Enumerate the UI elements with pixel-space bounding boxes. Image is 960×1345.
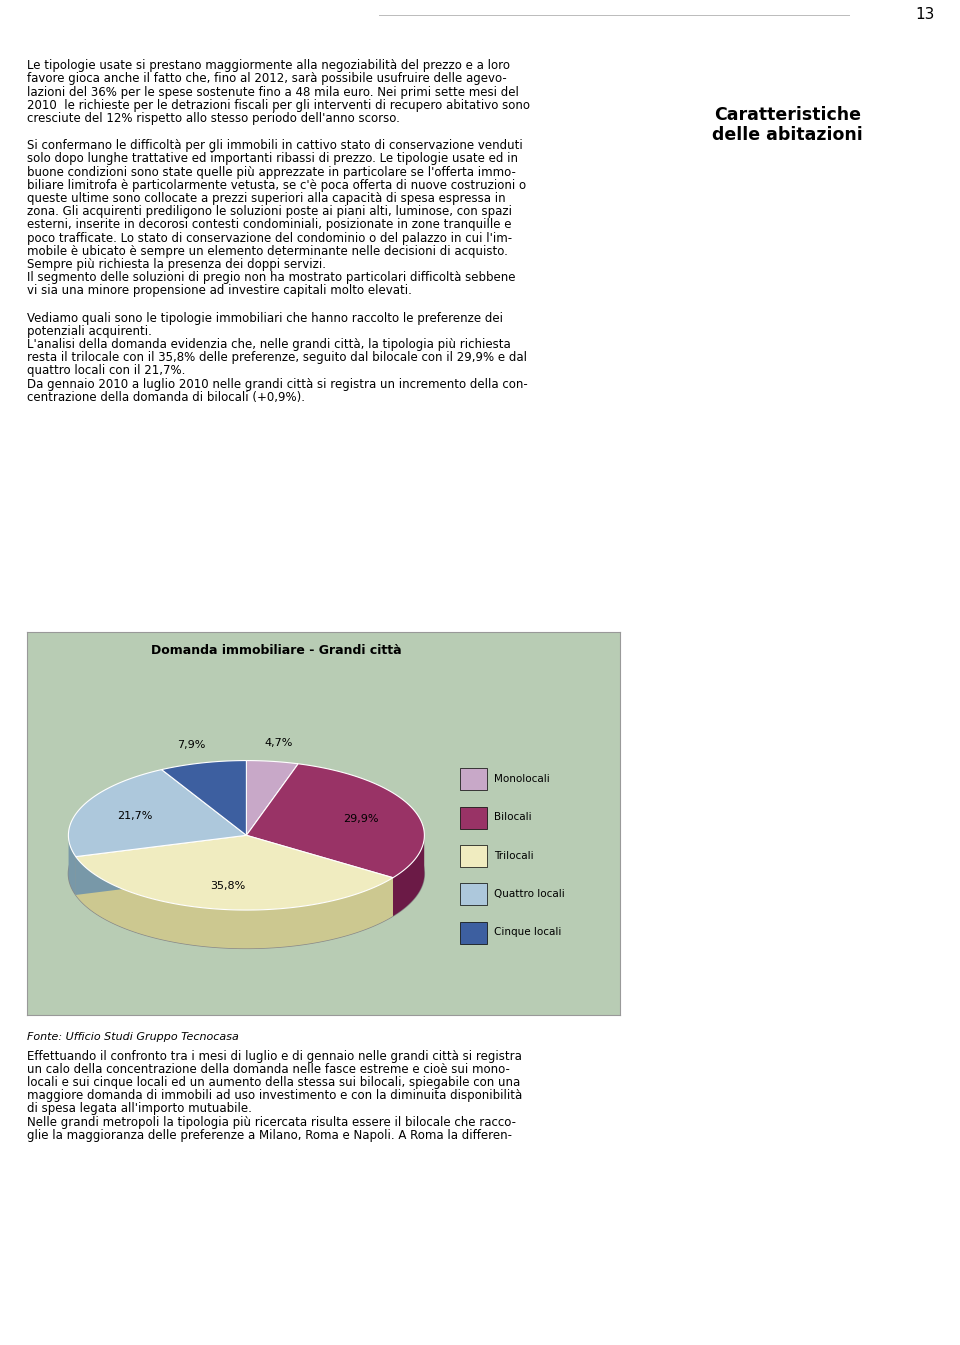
Text: Casa Trend: Casa Trend xyxy=(10,8,83,22)
Polygon shape xyxy=(247,760,299,835)
Text: Bilocali: Bilocali xyxy=(494,812,532,822)
Polygon shape xyxy=(247,835,393,916)
Text: zona. Gli acquirenti prediligono le soluzioni poste ai piani alti, luminose, con: zona. Gli acquirenti prediligono le solu… xyxy=(27,206,512,218)
Text: Monolocali: Monolocali xyxy=(494,773,550,784)
Text: vi sia una minore propensione ad investire capitali molto elevati.: vi sia una minore propensione ad investi… xyxy=(27,284,412,297)
Text: resta il trilocale con il 35,8% delle preferenze, seguito dal bilocale con il 29: resta il trilocale con il 35,8% delle pr… xyxy=(27,351,527,364)
Text: cresciute del 12% rispetto allo stesso periodo dell'anno scorso.: cresciute del 12% rispetto allo stesso p… xyxy=(27,112,399,125)
Text: glie la maggioranza delle preferenze a Milano, Roma e Napoli. A Roma la differen: glie la maggioranza delle preferenze a M… xyxy=(27,1128,512,1142)
Polygon shape xyxy=(76,857,393,948)
Text: centrazione della domanda di bilocali (+0,9%).: centrazione della domanda di bilocali (+… xyxy=(27,391,305,404)
Polygon shape xyxy=(68,833,76,894)
Text: 2010  le richieste per le detrazioni fiscali per gli interventi di recupero abit: 2010 le richieste per le detrazioni fisc… xyxy=(27,98,530,112)
Polygon shape xyxy=(76,835,247,894)
Text: 35,8%: 35,8% xyxy=(210,881,245,890)
Text: 21,7%: 21,7% xyxy=(117,811,153,820)
Text: lazioni del 36% per le spese sostenute fino a 48 mila euro. Nei primi sette mesi: lazioni del 36% per le spese sostenute f… xyxy=(27,86,518,98)
Text: Nelle grandi metropoli la tipologia più ricercata risulta essere il bilocale che: Nelle grandi metropoli la tipologia più … xyxy=(27,1115,516,1128)
Text: favore gioca anche il fatto che, fino al 2012, sarà possibile usufruire delle ag: favore gioca anche il fatto che, fino al… xyxy=(27,73,507,85)
Text: biliare limitrofa è particolarmente vetusta, se c'è poca offerta di nuove costru: biliare limitrofa è particolarmente vetu… xyxy=(27,179,526,192)
Polygon shape xyxy=(161,760,247,835)
Text: Effettuando il confronto tra i mesi di luglio e di gennaio nelle grandi città si: Effettuando il confronto tra i mesi di l… xyxy=(27,1049,521,1063)
Bar xyxy=(460,807,487,829)
Text: Domanda immobiliare - Grandi città: Domanda immobiliare - Grandi città xyxy=(151,644,401,656)
Bar xyxy=(460,768,487,791)
Text: 7,9%: 7,9% xyxy=(178,740,206,749)
Text: un calo della concentrazione della domanda nelle fasce estreme e cioè sui mono-: un calo della concentrazione della doman… xyxy=(27,1063,510,1076)
Polygon shape xyxy=(68,799,424,948)
Text: quattro locali con il 21,7%.: quattro locali con il 21,7%. xyxy=(27,364,185,378)
Polygon shape xyxy=(68,769,247,857)
Polygon shape xyxy=(247,835,393,916)
Text: Da gennaio 2010 a luglio 2010 nelle grandi città si registra un incremento della: Da gennaio 2010 a luglio 2010 nelle gran… xyxy=(27,378,528,390)
Text: locali e sui cinque locali ed un aumento della stessa sui bilocali, spiegabile c: locali e sui cinque locali ed un aumento… xyxy=(27,1076,520,1089)
Polygon shape xyxy=(393,833,424,916)
Text: esterni, inserite in decorosi contesti condominiali, posizionate in zone tranqui: esterni, inserite in decorosi contesti c… xyxy=(27,218,512,231)
Text: Vediamo quali sono le tipologie immobiliari che hanno raccolto le preferenze dei: Vediamo quali sono le tipologie immobili… xyxy=(27,312,503,324)
Text: Le tipologie usate si prestano maggiormente alla negoziabilità del prezzo e a lo: Le tipologie usate si prestano maggiorme… xyxy=(27,59,510,73)
Bar xyxy=(460,884,487,905)
Text: buone condizioni sono state quelle più apprezzate in particolare se l'offerta im: buone condizioni sono state quelle più a… xyxy=(27,165,516,179)
Text: 29,9%: 29,9% xyxy=(343,814,378,823)
Text: poco trafficate. Lo stato di conservazione del condominio o del palazzo in cui l: poco trafficate. Lo stato di conservazio… xyxy=(27,231,512,245)
Text: Si confermano le difficoltà per gli immobili in cattivo stato di conservazione v: Si confermano le difficoltà per gli immo… xyxy=(27,139,522,152)
Text: potenziali acquirenti.: potenziali acquirenti. xyxy=(27,324,152,338)
Text: di spesa legata all'importo mutuabile.: di spesa legata all'importo mutuabile. xyxy=(27,1103,252,1115)
Text: Fonte: Ufficio Studi Gruppo Tecnocasa: Fonte: Ufficio Studi Gruppo Tecnocasa xyxy=(27,1032,239,1041)
Text: Quattro locali: Quattro locali xyxy=(494,889,565,898)
Text: Trilocali: Trilocali xyxy=(494,850,534,861)
Polygon shape xyxy=(76,835,247,894)
Text: Sempre più richiesta la presenza dei doppi servizi.: Sempre più richiesta la presenza dei dop… xyxy=(27,258,325,270)
Text: queste ultime sono collocate a prezzi superiori alla capacità di spesa espressa : queste ultime sono collocate a prezzi su… xyxy=(27,192,506,204)
Text: Il segmento delle soluzioni di pregio non ha mostrato particolari difficoltà seb: Il segmento delle soluzioni di pregio no… xyxy=(27,272,516,284)
Text: solo dopo lunghe trattative ed importanti ribassi di prezzo. Le tipologie usate : solo dopo lunghe trattative ed important… xyxy=(27,152,517,165)
Text: L'analisi della domanda evidenzia che, nelle grandi città, la tipologia più rich: L'analisi della domanda evidenzia che, n… xyxy=(27,338,511,351)
Text: Cinque locali: Cinque locali xyxy=(494,927,562,937)
Polygon shape xyxy=(247,764,424,878)
Bar xyxy=(460,921,487,944)
Text: 4,7%: 4,7% xyxy=(265,738,294,748)
Text: 13: 13 xyxy=(916,7,935,23)
Text: mobile è ubicato è sempre un elemento determinante nelle decisioni di acquisto.: mobile è ubicato è sempre un elemento de… xyxy=(27,245,508,258)
Polygon shape xyxy=(76,835,393,911)
Text: maggiore domanda di immobili ad uso investimento e con la diminuita disponibilit: maggiore domanda di immobili ad uso inve… xyxy=(27,1089,522,1102)
Text: Caratteristiche
delle abitazioni: Caratteristiche delle abitazioni xyxy=(711,106,863,144)
Bar xyxy=(460,845,487,868)
